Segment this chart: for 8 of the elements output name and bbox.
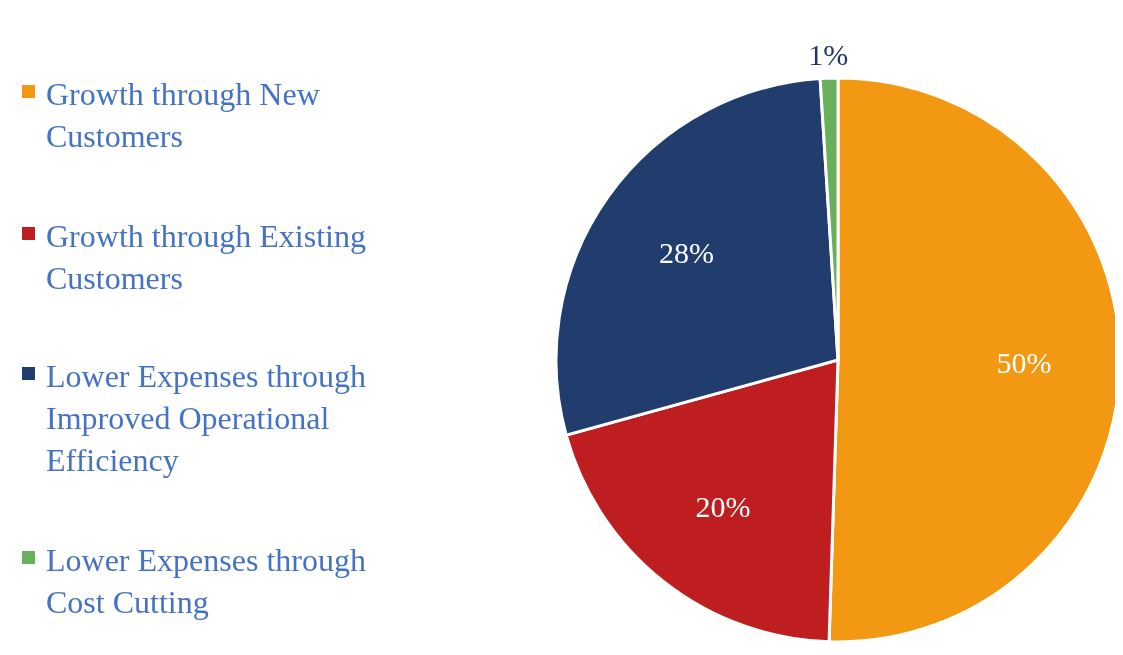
legend-label: Lower Expenses through Cost Cutting	[46, 542, 366, 621]
legend-label: Growth through Existing Customers	[46, 218, 366, 297]
data-label: 20%	[695, 489, 751, 523]
legend-label: Growth through New Customers	[46, 76, 320, 155]
data-label: 50%	[996, 346, 1052, 380]
data-label: 28%	[658, 235, 714, 269]
legend-label: Lower Expenses through Improved Operational Efficiency	[46, 358, 366, 479]
data-label: 1%	[808, 37, 849, 71]
